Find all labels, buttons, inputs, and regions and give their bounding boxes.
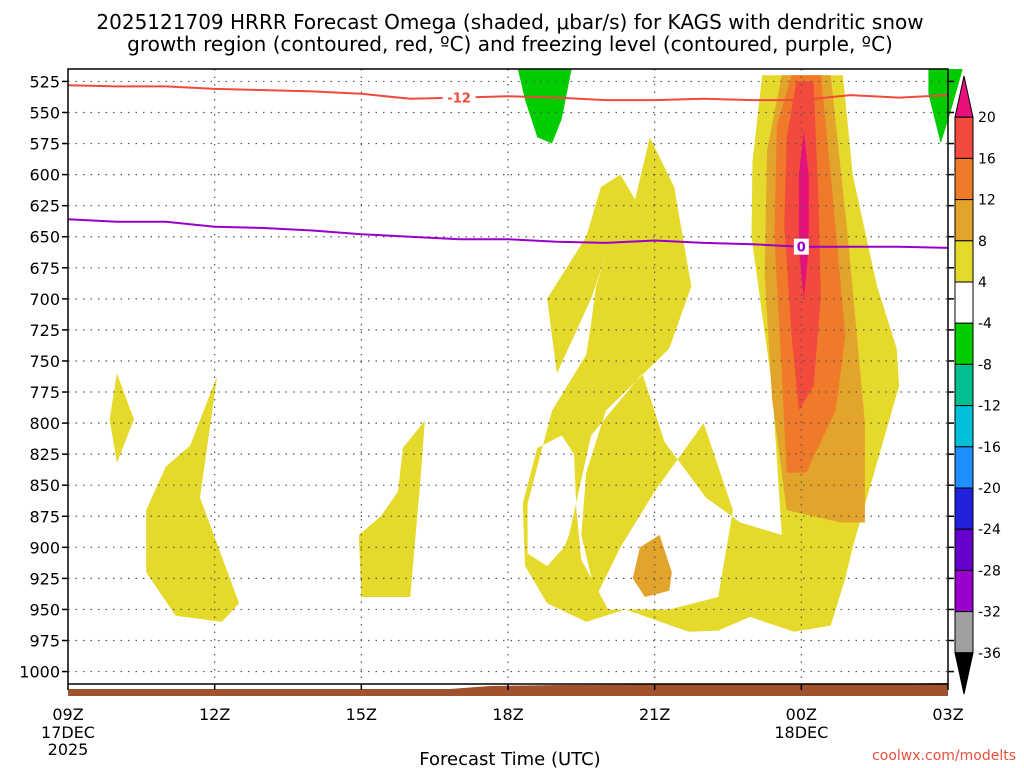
- colorbar-band--16 to -12: [954, 405, 974, 448]
- shade-downward-4-8-b: [146, 375, 240, 622]
- contour-label-bg-1: [793, 238, 809, 255]
- colorbar: 20 16 12 8 4 -4 -8 -12 -16 -20 -24 -28 -32 -36: [954, 75, 1001, 695]
- xdate-label-18DEC: 18DEC: [774, 723, 828, 742]
- colorbar-tick--4: -4: [978, 316, 992, 332]
- xtick-label-09Z: 09Z: [52, 705, 83, 724]
- colorbar-tick--32: -32: [978, 605, 1001, 621]
- ytick-label-575: 575: [29, 135, 60, 154]
- colorbar-band-12 to 16: [954, 157, 974, 201]
- colorbar-band--36 to -32: [954, 611, 974, 654]
- colorbar-band--24 to -20: [954, 487, 974, 530]
- footer: coolwx.com/modelts: [872, 748, 1016, 764]
- colorbar-band-8 to 12: [954, 199, 974, 242]
- ytick-label-875: 875: [29, 507, 60, 526]
- shade-downward-4-8-c: [358, 420, 425, 597]
- ytick-label-800: 800: [29, 414, 60, 433]
- xdate-label-2025: 2025: [48, 740, 89, 759]
- colorbar-tick-4: 4: [978, 275, 987, 291]
- ytick-label-675: 675: [29, 259, 60, 278]
- colorbar-band-16 to 20: [954, 116, 974, 159]
- xdate-label-17DEC: 17DEC: [41, 723, 95, 742]
- colorbar-band--8 to -4: [954, 322, 974, 365]
- colorbar-band--32 to -28: [954, 569, 974, 613]
- ytick-label-625: 625: [29, 197, 60, 216]
- colorbar-tick--24: -24: [978, 522, 1001, 538]
- ytick-label-850: 850: [29, 476, 60, 495]
- ytick-label-900: 900: [29, 538, 60, 557]
- xtick-label-03Z: 03Z: [932, 705, 963, 724]
- ytick-label-1000: 1000: [19, 663, 60, 682]
- ytick-label-700: 700: [29, 290, 60, 309]
- colorbar-band-< -36: [954, 652, 974, 695]
- contour-line-0: [67, 84, 949, 102]
- colorbar-band--4 to 4: [954, 281, 974, 324]
- colorbar-tick--28: -28: [978, 563, 1001, 579]
- colorbar-tick-20: 20: [978, 110, 996, 126]
- colorbar-tick--8: -8: [978, 357, 992, 373]
- colorbar-band--12 to -8: [954, 363, 974, 407]
- contour-label-bg-0: [442, 89, 476, 106]
- colorbar-tick--16: -16: [978, 440, 1001, 456]
- shade-upward-4-8-b: [928, 69, 963, 144]
- x-axis-title: Forecast Time (UTC): [419, 749, 600, 768]
- colorbar-band--28 to -24: [954, 528, 974, 571]
- ytick-label-525: 525: [29, 72, 60, 91]
- colorbar-tick-12: 12: [978, 193, 996, 209]
- ytick-label-600: 600: [29, 166, 60, 185]
- contour-label-0: -12: [447, 92, 471, 107]
- y-axis: 525 550 575 600 625 650 675 700 725 750 775 800 825 8…: [19, 72, 954, 682]
- contour-lines: -12 0: [67, 84, 949, 256]
- shade-downward-4-8-a: [109, 373, 134, 463]
- ytick-label-750: 750: [29, 352, 60, 371]
- grid-lines: [68, 69, 948, 684]
- ytick-label-925: 925: [29, 569, 60, 588]
- ytick-label-975: 975: [29, 632, 60, 651]
- source-credit: coolwx.com/modelts: [872, 748, 1016, 764]
- xtick-label-21Z: 21Z: [639, 705, 670, 724]
- contour-label-1: 0: [797, 241, 806, 256]
- xtick-label-12Z: 12Z: [199, 705, 230, 724]
- ytick-label-775: 775: [29, 383, 60, 402]
- shade-upward-4-8-a: [517, 69, 572, 144]
- title-line-2: growth region (contoured, red, ºC) and f…: [127, 32, 893, 56]
- xtick-label-18Z: 18Z: [492, 705, 523, 724]
- xtick-label-15Z: 15Z: [346, 705, 377, 724]
- colorbar-tick--36: -36: [978, 646, 1001, 662]
- ytick-label-825: 825: [29, 445, 60, 464]
- title-line-1: 2025121709 HRRR Forecast Omega (shaded, …: [96, 10, 923, 34]
- colorbar-band--20 to -16: [954, 446, 974, 489]
- colorbar-tick-16: 16: [978, 151, 996, 167]
- chart-title: 2025121709 HRRR Forecast Omega (shaded, …: [96, 10, 923, 56]
- omega-shading: [109, 69, 963, 632]
- ytick-label-650: 650: [29, 228, 60, 247]
- ytick-label-550: 550: [29, 103, 60, 122]
- colorbar-tick-8: 8: [978, 234, 987, 250]
- shade-downward-8-12-a: [632, 534, 672, 597]
- colorbar-band-4 to 8: [954, 240, 974, 283]
- colorbar-tick--20: -20: [978, 481, 1001, 497]
- colorbar-tick--12: -12: [978, 399, 1001, 415]
- ytick-label-950: 950: [29, 600, 60, 619]
- xtick-label-00Z: 00Z: [786, 705, 817, 724]
- ytick-label-725: 725: [29, 321, 60, 340]
